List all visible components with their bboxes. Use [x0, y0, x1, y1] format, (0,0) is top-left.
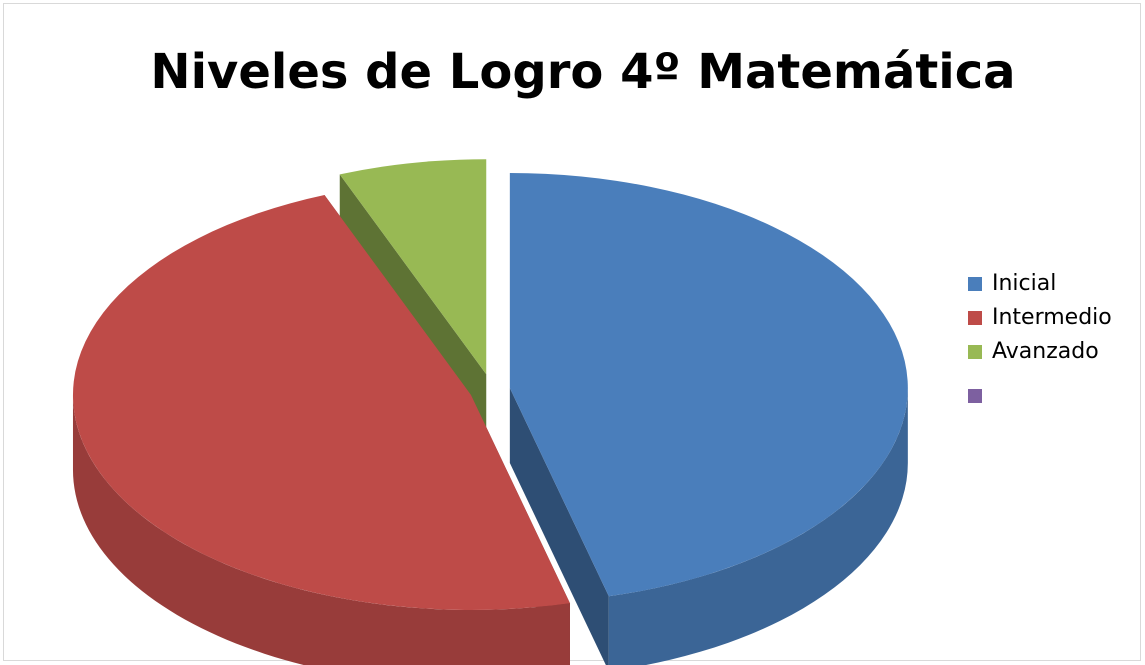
- legend-swatch: [968, 277, 982, 291]
- legend-label: Inicial: [992, 271, 1056, 296]
- pie-slice: [509, 172, 908, 597]
- pie-side: [608, 387, 908, 665]
- legend-label: Avanzado: [992, 339, 1099, 364]
- pie-cut-face: [509, 387, 609, 665]
- legend-swatch: [968, 389, 982, 403]
- legend-label: Intermedio: [992, 305, 1112, 330]
- legend-swatch: [968, 345, 982, 359]
- legend-swatch: [968, 311, 982, 325]
- pie-slice: [339, 159, 487, 375]
- pie-side: [72, 394, 570, 665]
- chart-title: Niveles de Logro 4º Matemática: [150, 44, 1015, 100]
- legend: Inicial Intermedio Avanzado: [968, 271, 1112, 403]
- pie-slice: [72, 195, 570, 610]
- pie-tops: [72, 159, 908, 610]
